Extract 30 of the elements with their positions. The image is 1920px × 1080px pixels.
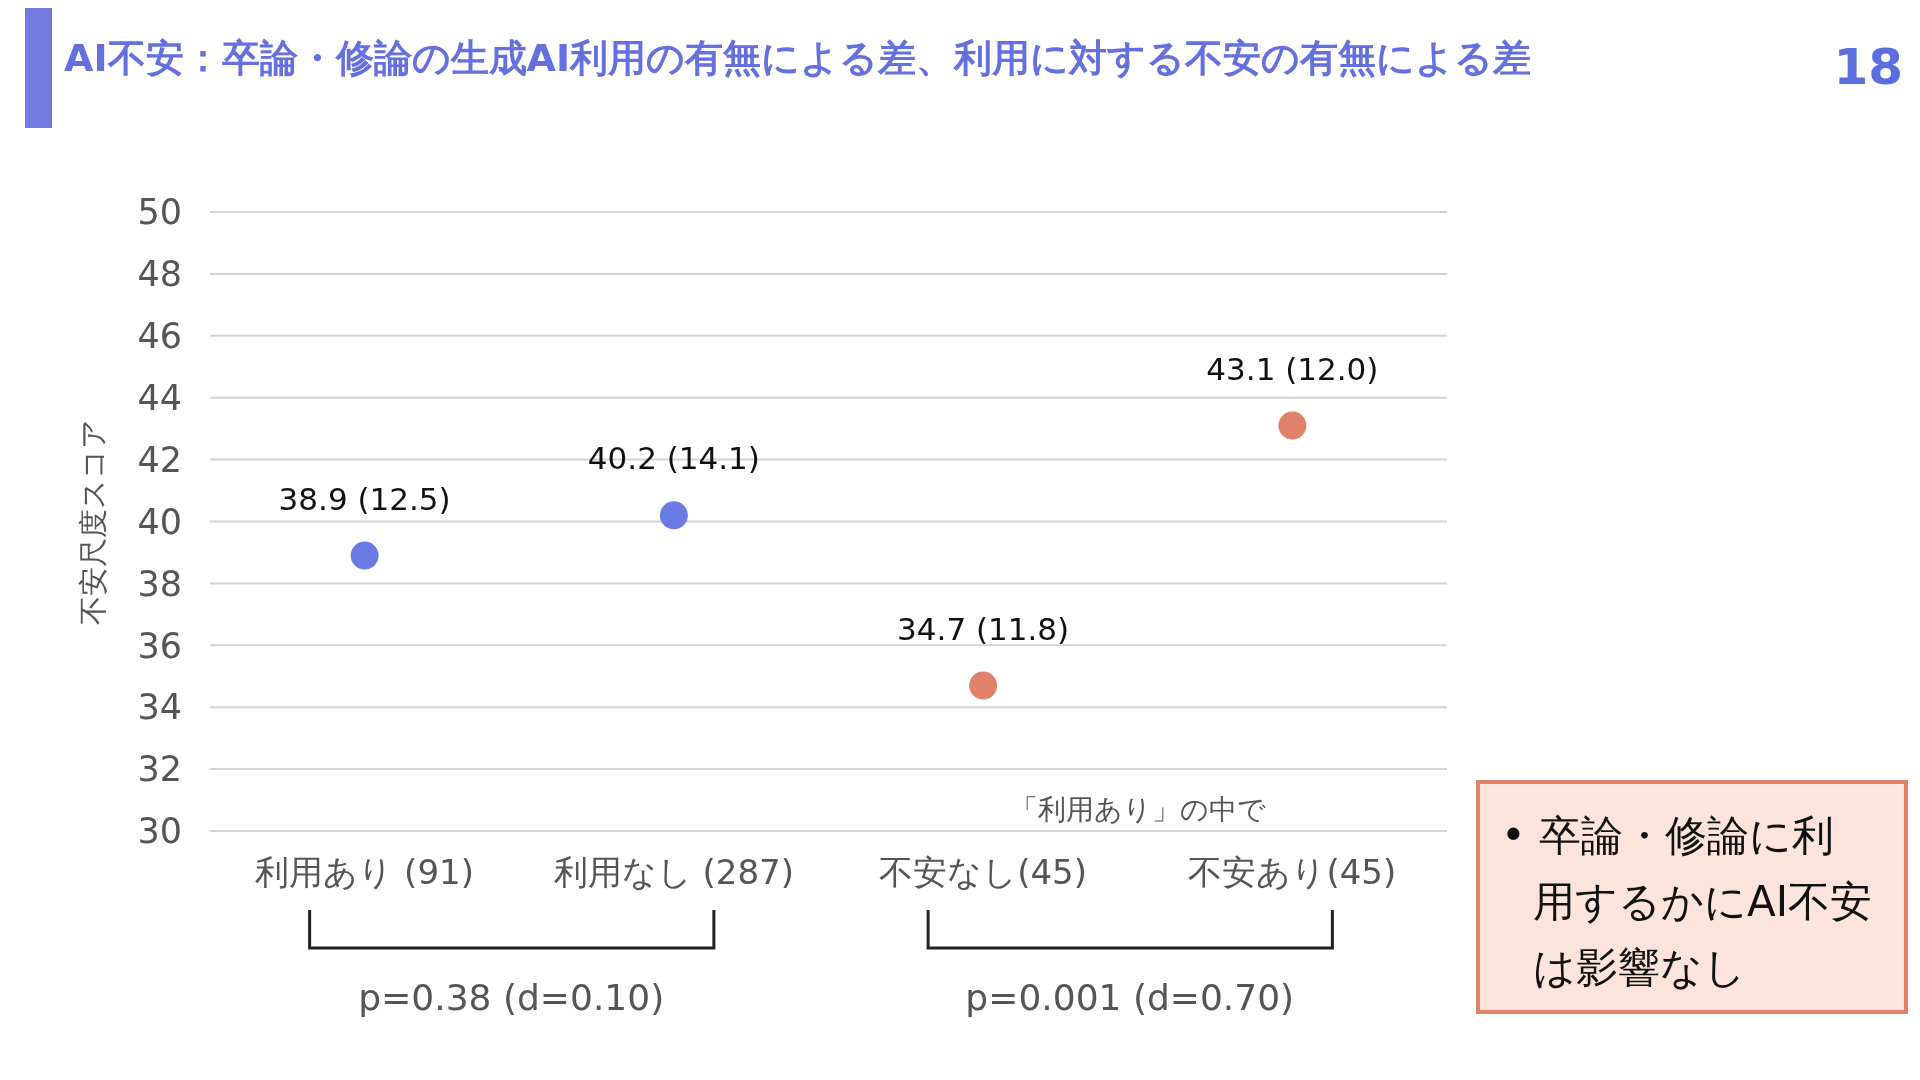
point [659, 501, 688, 530]
text: 18 [1833, 38, 1903, 96]
y-tick-label: 30 [137, 811, 182, 852]
text: p=0.001 (d=0.70) [965, 977, 1295, 1018]
y-tick-label: 38 [137, 563, 182, 604]
point [969, 671, 998, 700]
data-label: 40.2 (14.1) [587, 440, 760, 477]
x-tick-label: 不安あり(45) [1188, 852, 1397, 892]
x-tick-label: 不安なし(45) [879, 852, 1088, 892]
x-tick-label: 利用あり (91) [255, 852, 474, 892]
y-tick-label: 48 [137, 254, 182, 295]
y-axis-title: 不安尺度スコア [76, 418, 110, 625]
chart-title: AI不安：卒論・修論の生成AI利用の有無による差、利用に対する不安の有無による差 [64, 36, 1532, 80]
y-tick-label: 36 [137, 625, 182, 666]
data-label: 38.9 (12.5) [278, 480, 451, 517]
x-tick-label: 利用なし (287) [553, 852, 794, 892]
y-tick-label: 42 [137, 439, 182, 480]
y-tick-label: 46 [137, 316, 182, 357]
point [1278, 411, 1307, 440]
data-label: 43.1 (12.0) [1206, 350, 1379, 387]
text: • 卒論・修論に利用するかにAI不安は影響なし [1501, 811, 1873, 992]
y-tick-label: 32 [137, 749, 182, 790]
y-tick-label: 50 [137, 192, 182, 233]
y-tick-label: 40 [137, 501, 182, 542]
y-tick-label: 34 [137, 687, 182, 728]
annotation: 「利用あり」の中で [1009, 793, 1266, 826]
text: p=0.38 (d=0.10) [358, 977, 665, 1018]
data-label: 34.7 (11.8) [897, 610, 1070, 647]
point [350, 541, 379, 570]
y-tick-label: 44 [137, 377, 182, 418]
